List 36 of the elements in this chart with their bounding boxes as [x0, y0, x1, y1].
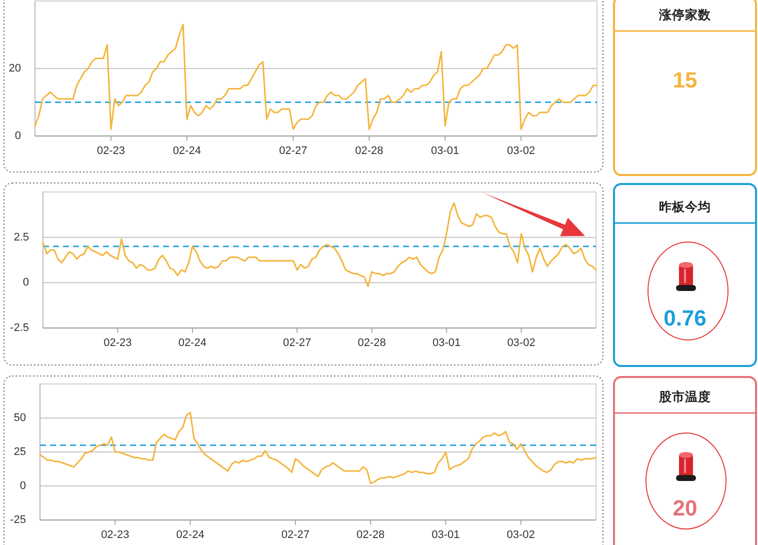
- y-tick-label: 50: [14, 412, 26, 424]
- text: 15: [672, 68, 698, 92]
- x-tick-label: 03-02: [506, 145, 536, 157]
- text: 股市温度: [658, 389, 711, 404]
- x-tick-label: 02-28: [358, 337, 386, 349]
- x-tick-label: 02-27: [281, 529, 310, 541]
- y-tick-label: 0: [20, 480, 26, 492]
- x-tick-label: 02-24: [178, 337, 207, 349]
- x-tick-label: 02-27: [279, 145, 308, 157]
- text: 0.76: [664, 306, 706, 330]
- text: 昨板今均: [659, 200, 711, 214]
- text: 20: [672, 496, 698, 520]
- line-series: [34, 24, 598, 130]
- y-tick-label: 0: [22, 276, 29, 289]
- x-tick-label: 02-24: [176, 529, 204, 541]
- x-tick-label: 03-01: [432, 529, 460, 541]
- x-tick-label: 02-23: [104, 337, 132, 349]
- x-tick-label: 03-02: [506, 529, 535, 541]
- x-tick-label: 02-23: [101, 529, 130, 541]
- y-tick-label: -25: [10, 514, 26, 526]
- line-series: [42, 202, 597, 288]
- y-tick-label: -2.5: [10, 322, 29, 334]
- x-tick-label: 03-01: [432, 337, 461, 349]
- x-tick-label: 02-24: [172, 145, 201, 157]
- y-tick-label: 0: [14, 130, 21, 142]
- x-tick-label: 03-02: [507, 337, 536, 349]
- line-series: [39, 412, 597, 484]
- y-tick-label: 20: [8, 62, 21, 74]
- y-tick-label: 2.5: [14, 231, 29, 244]
- y-tick-label: 25: [14, 446, 26, 458]
- x-tick-label: 03-01: [431, 145, 460, 157]
- x-tick-label: 02-28: [356, 529, 385, 541]
- text: 涨停家数: [658, 7, 712, 22]
- x-tick-label: 02-23: [96, 145, 126, 157]
- x-tick-label: 02-28: [355, 145, 384, 157]
- x-tick-label: 02-27: [283, 337, 312, 349]
